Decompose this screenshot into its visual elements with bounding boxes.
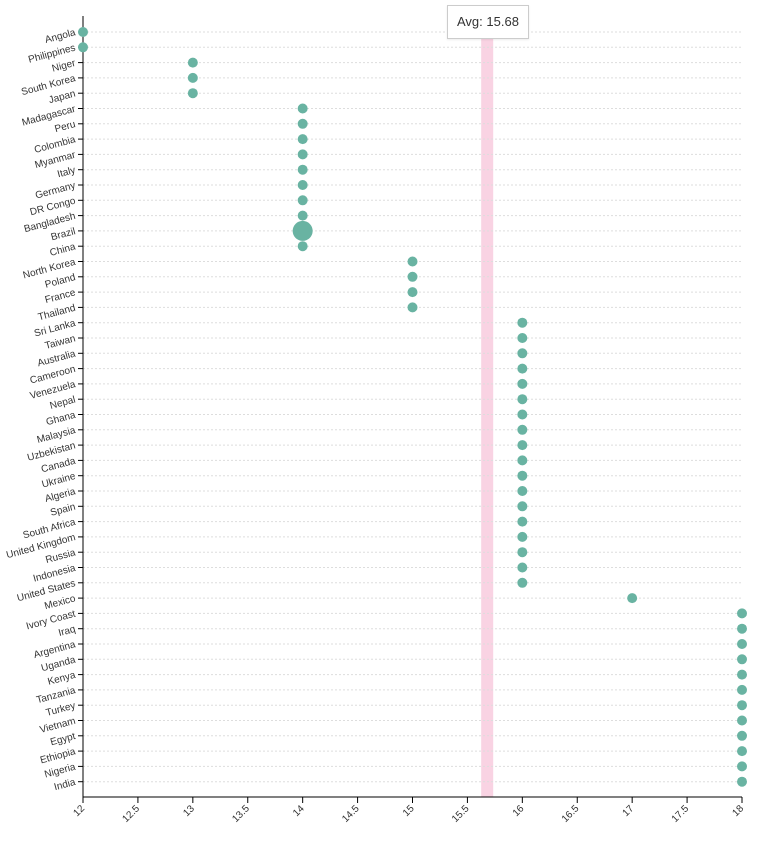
data-point [297, 103, 308, 114]
x-tick-label: 13 [181, 803, 197, 819]
y-tick-label: India [53, 777, 77, 793]
data-point [737, 715, 747, 726]
data-point [297, 134, 308, 145]
data-point [517, 577, 528, 588]
x-tick-label: 17.5 [670, 803, 692, 825]
data-point [517, 470, 528, 481]
data-point [517, 363, 528, 374]
x-tick-label: 18 [730, 803, 746, 819]
data-point [517, 409, 528, 420]
data-point [297, 118, 308, 129]
data-point [517, 424, 528, 435]
data-point [517, 348, 528, 359]
data-point [517, 378, 528, 389]
data-point [737, 608, 747, 619]
data-point [737, 669, 747, 680]
data-point [297, 195, 308, 206]
data-point [297, 241, 308, 252]
data-point [517, 516, 528, 527]
data-point [517, 394, 528, 405]
data-point [517, 547, 528, 558]
data-point [737, 730, 747, 741]
data-point [517, 333, 528, 343]
data-point [737, 684, 747, 695]
data-point [187, 88, 198, 99]
data-points [78, 27, 747, 787]
x-tick-label: 15 [401, 803, 417, 819]
data-point [517, 317, 528, 328]
x-tick-label: 12 [71, 803, 87, 819]
data-point [737, 623, 747, 634]
average-tooltip: Avg: 15.68 [447, 5, 529, 39]
y-tick-label: Italy [56, 165, 77, 180]
data-point [517, 562, 528, 573]
data-point [297, 149, 308, 160]
data-point [517, 531, 528, 542]
x-tick-label: 15.5 [450, 803, 472, 825]
data-point [737, 639, 747, 649]
data-point [297, 210, 308, 221]
x-tick-label: 16 [511, 803, 527, 819]
data-point [187, 72, 198, 83]
x-tick-label: 14 [291, 803, 307, 819]
data-point [517, 455, 528, 466]
gridlines [83, 31, 742, 783]
data-point [517, 501, 528, 512]
x-tick-label: 14.5 [340, 803, 362, 825]
data-point [737, 654, 747, 665]
data-point [407, 271, 418, 282]
y-tick-label: Iraq [57, 624, 76, 639]
data-point [297, 180, 308, 190]
data-point [187, 57, 198, 68]
data-point [292, 220, 313, 241]
x-tick-label: 17 [621, 803, 637, 819]
data-point [297, 164, 308, 175]
data-point [737, 700, 747, 711]
y-tick-label: Niger [51, 58, 78, 75]
data-point [737, 746, 747, 757]
data-point [407, 287, 418, 298]
data-point [627, 593, 638, 604]
data-point [407, 256, 418, 267]
data-point [517, 486, 528, 496]
y-tick-label: Peru [54, 119, 77, 135]
data-point [737, 776, 747, 787]
data-point [737, 761, 747, 772]
x-tick-label: 13.5 [230, 803, 252, 825]
x-tick-label: 16.5 [560, 803, 582, 825]
data-point [407, 302, 418, 313]
x-tick-label: 12.5 [120, 803, 142, 825]
data-point [78, 27, 88, 37]
y-tick-label: Brazil [50, 226, 77, 243]
data-point [517, 440, 528, 451]
data-point [78, 42, 88, 53]
